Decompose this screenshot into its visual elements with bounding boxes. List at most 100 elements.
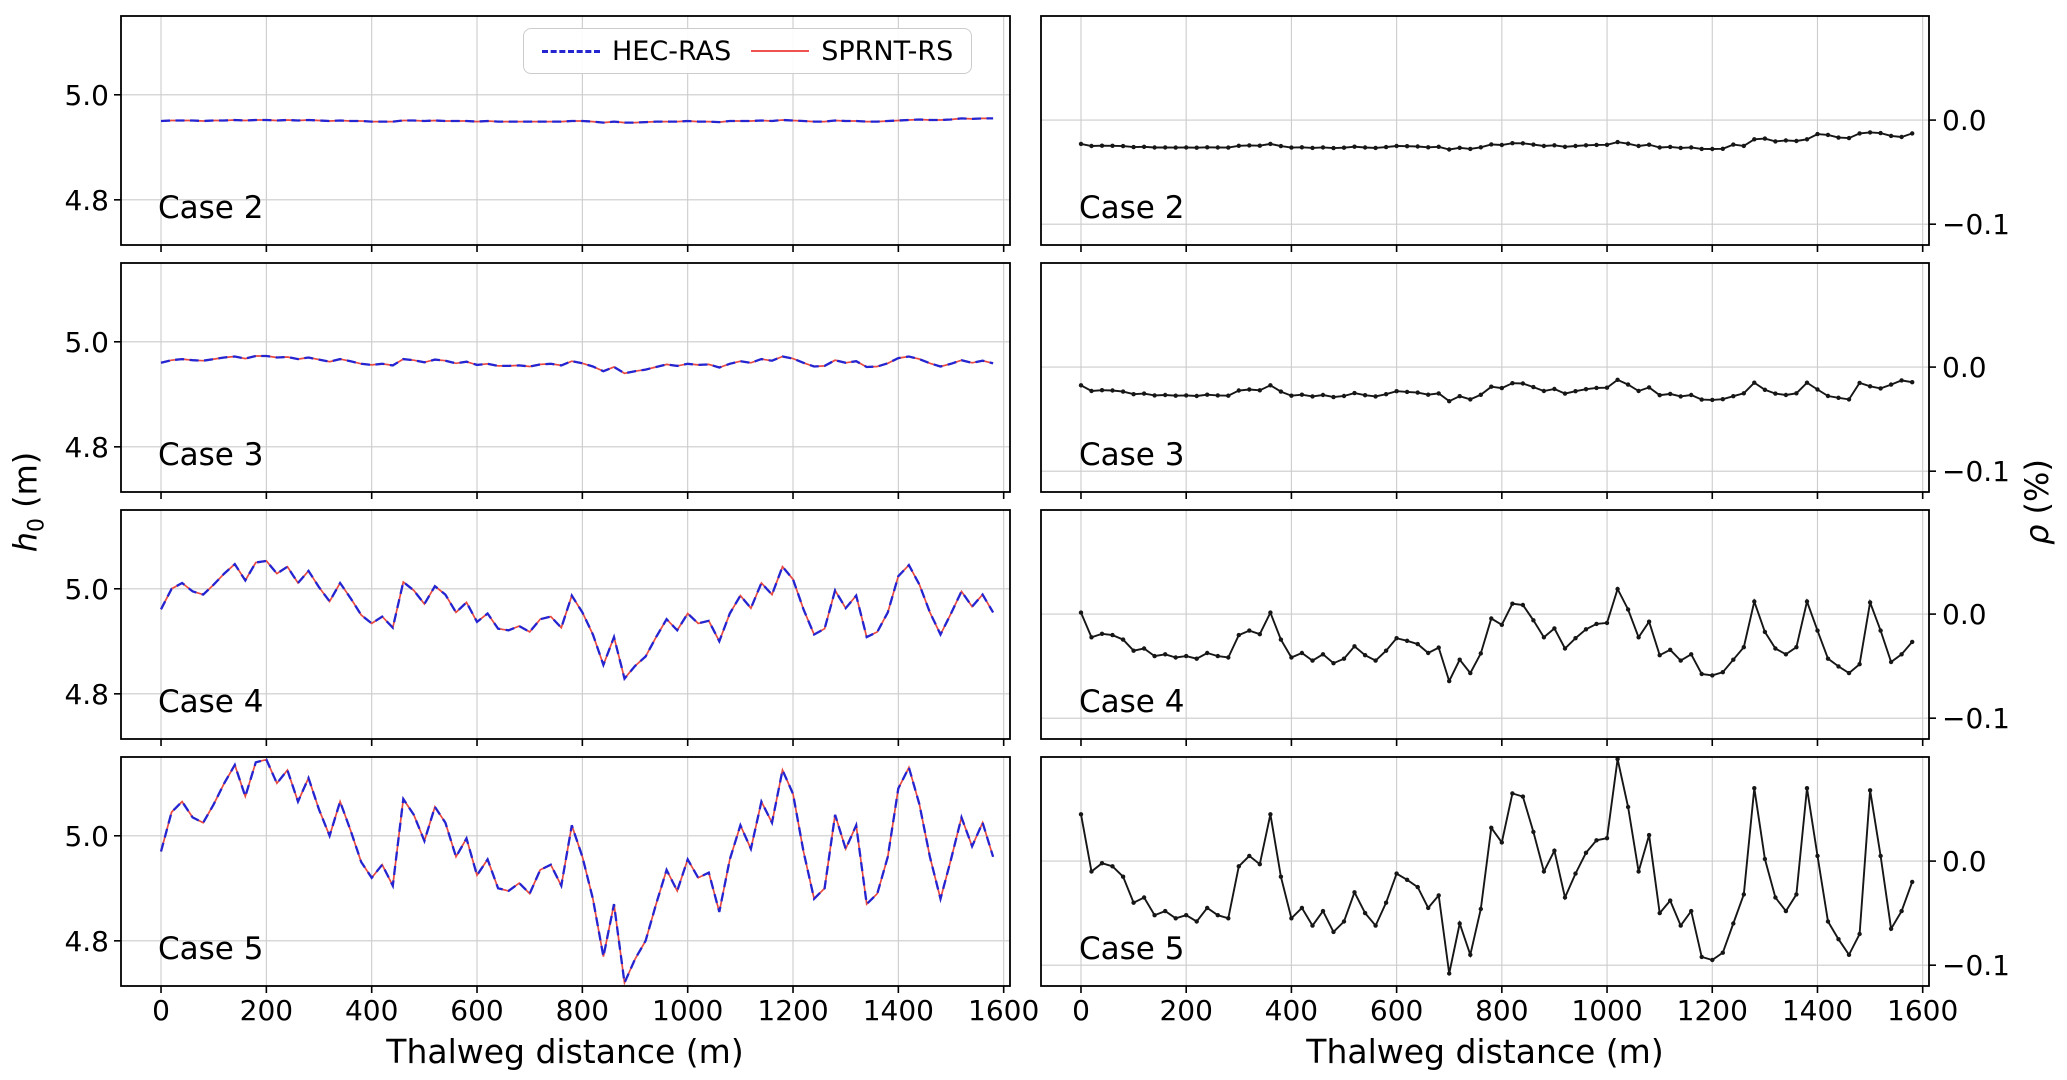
y-tick-label: 5.0	[64, 573, 109, 606]
data-point-marker	[1352, 644, 1357, 649]
data-point-marker	[1804, 380, 1810, 385]
data-point-marker	[1404, 638, 1410, 643]
x-tick-label: 200	[1159, 994, 1212, 1027]
data-point-marker	[1426, 905, 1431, 911]
data-point-marker	[1152, 913, 1157, 918]
data-point-marker	[1236, 632, 1242, 638]
legend-label-hecras: HEC-RAS	[612, 35, 732, 67]
data-point-marker	[1383, 648, 1389, 653]
x-tick-label: 800	[1475, 994, 1528, 1027]
case-label-left-case2: Case 2	[158, 190, 264, 226]
case-label-right-case3: Case 3	[1079, 437, 1185, 473]
data-point-marker	[1499, 622, 1505, 627]
data-point-marker	[1604, 142, 1610, 147]
data-point-marker	[1320, 145, 1326, 150]
data-point-marker	[1752, 786, 1757, 791]
data-point-marker	[1141, 895, 1147, 900]
axes-frame	[120, 262, 1011, 493]
data-point-marker	[1562, 895, 1568, 900]
data-point-marker	[1078, 610, 1084, 615]
y-tick-label: 5.0	[64, 820, 109, 853]
x-axis-label-right: Thalweg distance (m)	[1306, 1032, 1664, 1071]
data-point-marker	[1836, 135, 1841, 140]
data-point-marker	[1615, 756, 1620, 762]
data-point-marker	[1489, 616, 1494, 621]
data-point-marker	[1689, 908, 1694, 914]
y-axis-label-left-var: h	[6, 532, 45, 553]
data-point-marker	[1910, 879, 1915, 885]
data-point-marker	[1636, 143, 1641, 149]
y-tick-label: −0.1	[1942, 702, 2010, 735]
x-tick-labels: 0 200 400 600 800 1000 1200 1400 1600 0 200 400 600 8…	[152, 994, 1958, 1027]
subplot-case3-h0: 5.0 4.8	[64, 262, 1011, 499]
data-point-marker	[1878, 853, 1883, 859]
data-point-marker	[1310, 394, 1315, 399]
data-point-marker	[1352, 390, 1357, 396]
data-point-marker	[1583, 627, 1589, 632]
data-point-marker	[1783, 138, 1789, 143]
data-point-marker	[1541, 869, 1547, 874]
data-point-marker	[1247, 853, 1252, 859]
data-point-marker	[1541, 388, 1547, 394]
data-point-marker	[1089, 869, 1094, 874]
data-point-marker	[1594, 385, 1599, 391]
data-point-marker	[1878, 386, 1883, 391]
data-point-marker	[1825, 919, 1831, 924]
data-point-marker	[1815, 628, 1820, 633]
data-point-marker	[1552, 848, 1557, 853]
data-point-marker	[1447, 678, 1452, 684]
data-point-marker	[1236, 864, 1242, 869]
data-point-marker	[1625, 382, 1631, 387]
data-point-marker	[1562, 646, 1568, 651]
data-point-marker	[1184, 653, 1189, 659]
data-point-marker	[1804, 786, 1810, 791]
y-tick-label: 0.0	[1942, 104, 1987, 137]
data-point-marker	[1078, 812, 1084, 817]
data-point-marker	[1636, 635, 1641, 640]
data-point-marker	[1699, 397, 1704, 402]
data-point-marker	[1120, 874, 1126, 879]
data-point-marker	[1152, 393, 1157, 398]
data-point-marker	[1583, 143, 1589, 148]
legend-item-sprnt: SPRNT-RS	[751, 36, 953, 67]
data-point-marker	[1478, 145, 1484, 150]
data-point-marker	[1457, 145, 1462, 150]
x-tick-label: 400	[1265, 994, 1318, 1027]
data-point-marker	[1878, 130, 1883, 136]
data-point-marker	[1478, 392, 1484, 397]
data-point-marker	[1573, 871, 1578, 876]
data-point-marker	[1783, 908, 1789, 914]
data-point-marker	[1078, 383, 1084, 388]
data-point-marker	[1699, 671, 1704, 677]
data-point-marker	[1562, 391, 1568, 396]
series-sprnt-rs-case4	[160, 559, 994, 681]
data-point-marker	[1888, 133, 1894, 139]
data-point-marker	[1299, 650, 1305, 656]
data-point-marker	[1131, 144, 1136, 150]
data-point-marker	[1373, 394, 1378, 399]
data-point-marker	[1131, 648, 1136, 653]
data-point-marker	[1499, 840, 1505, 845]
series-rho-case3	[1080, 378, 1913, 403]
data-point-marker	[1646, 619, 1652, 624]
data-point-marker	[1289, 916, 1294, 921]
data-point-marker	[1857, 131, 1862, 136]
y-axis-label-left: h0 (m)	[6, 452, 49, 553]
data-point-marker	[1741, 143, 1747, 149]
data-point-marker	[1541, 635, 1547, 640]
data-point-marker	[1762, 136, 1768, 141]
data-point-marker	[1499, 142, 1505, 148]
data-point-marker	[1289, 393, 1294, 398]
data-point-marker	[1752, 599, 1757, 604]
data-point-marker	[1341, 145, 1347, 150]
data-point-marker	[1604, 836, 1610, 841]
data-point-marker	[1646, 142, 1652, 147]
data-point-marker	[1794, 138, 1799, 144]
data-point-marker	[1857, 931, 1862, 937]
data-point-marker	[1141, 646, 1147, 651]
data-point-marker	[1089, 635, 1094, 640]
data-point-marker	[1520, 141, 1526, 146]
x-tick-label: 1400	[863, 994, 934, 1027]
data-point-marker	[1783, 652, 1789, 657]
data-point-marker	[1468, 670, 1473, 676]
